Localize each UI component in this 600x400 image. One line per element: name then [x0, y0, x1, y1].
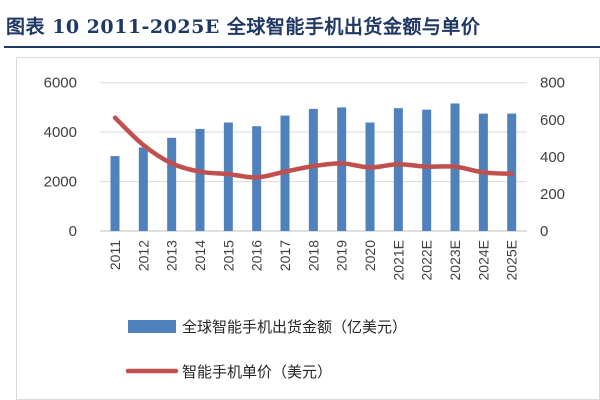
- x-axis-tick-label: 2018: [305, 240, 321, 271]
- x-axis-tick-label: 2023E: [447, 240, 463, 280]
- bar-2011: [110, 156, 120, 231]
- title-underline: [4, 46, 600, 48]
- x-axis-tick-label: 2022E: [419, 240, 435, 280]
- bar-2019: [337, 107, 347, 231]
- right-axis-tick-label: 400: [540, 149, 565, 166]
- bar-2022E: [422, 109, 432, 231]
- bar-2020: [365, 122, 375, 231]
- right-axis-tick-label: 0: [540, 223, 548, 240]
- x-axis-tick-label: 2013: [164, 240, 180, 271]
- legend-line-label: 智能手机单价（美元）: [182, 363, 332, 381]
- bar-2015: [223, 122, 233, 231]
- x-axis-tick-label: 2021E: [390, 240, 406, 280]
- bar-2021E: [393, 108, 403, 231]
- x-axis-tick-label: 2020: [362, 240, 378, 271]
- bar-2012: [138, 147, 148, 231]
- x-axis-tick-label: 2024E: [475, 240, 491, 280]
- left-axis-tick-label: 2000: [44, 174, 77, 191]
- bar-2014: [195, 128, 205, 231]
- x-axis-tick-label: 2015: [220, 240, 236, 271]
- left-axis-tick-label: 0: [69, 223, 77, 240]
- x-axis-tick-label: 2016: [249, 240, 265, 271]
- x-axis-tick-label: 2019: [334, 240, 350, 271]
- figure-title: 图表 10 2011-2025E 全球智能手机出货金额与单价: [6, 16, 481, 38]
- x-axis-tick-label: 2012: [135, 240, 151, 271]
- bar-2018: [308, 108, 318, 231]
- x-axis-tick-label: 2017: [277, 240, 293, 271]
- legend-bar-swatch: [128, 320, 176, 333]
- right-axis-tick-label: 200: [540, 186, 565, 203]
- right-axis-tick-label: 800: [540, 75, 565, 92]
- x-axis-tick-label: 2025E: [504, 240, 520, 280]
- x-axis-tick-label: 2014: [192, 240, 208, 271]
- x-axis-tick-label: 2011: [107, 240, 123, 270]
- price-line: [112, 115, 514, 180]
- left-axis-tick-label: 6000: [44, 75, 77, 92]
- left-axis-tick-label: 4000: [44, 124, 77, 141]
- legend-bar-label: 全球智能手机出货金额（亿美元）: [182, 318, 407, 336]
- right-axis-tick-label: 600: [540, 112, 565, 129]
- bar-2013: [167, 137, 177, 231]
